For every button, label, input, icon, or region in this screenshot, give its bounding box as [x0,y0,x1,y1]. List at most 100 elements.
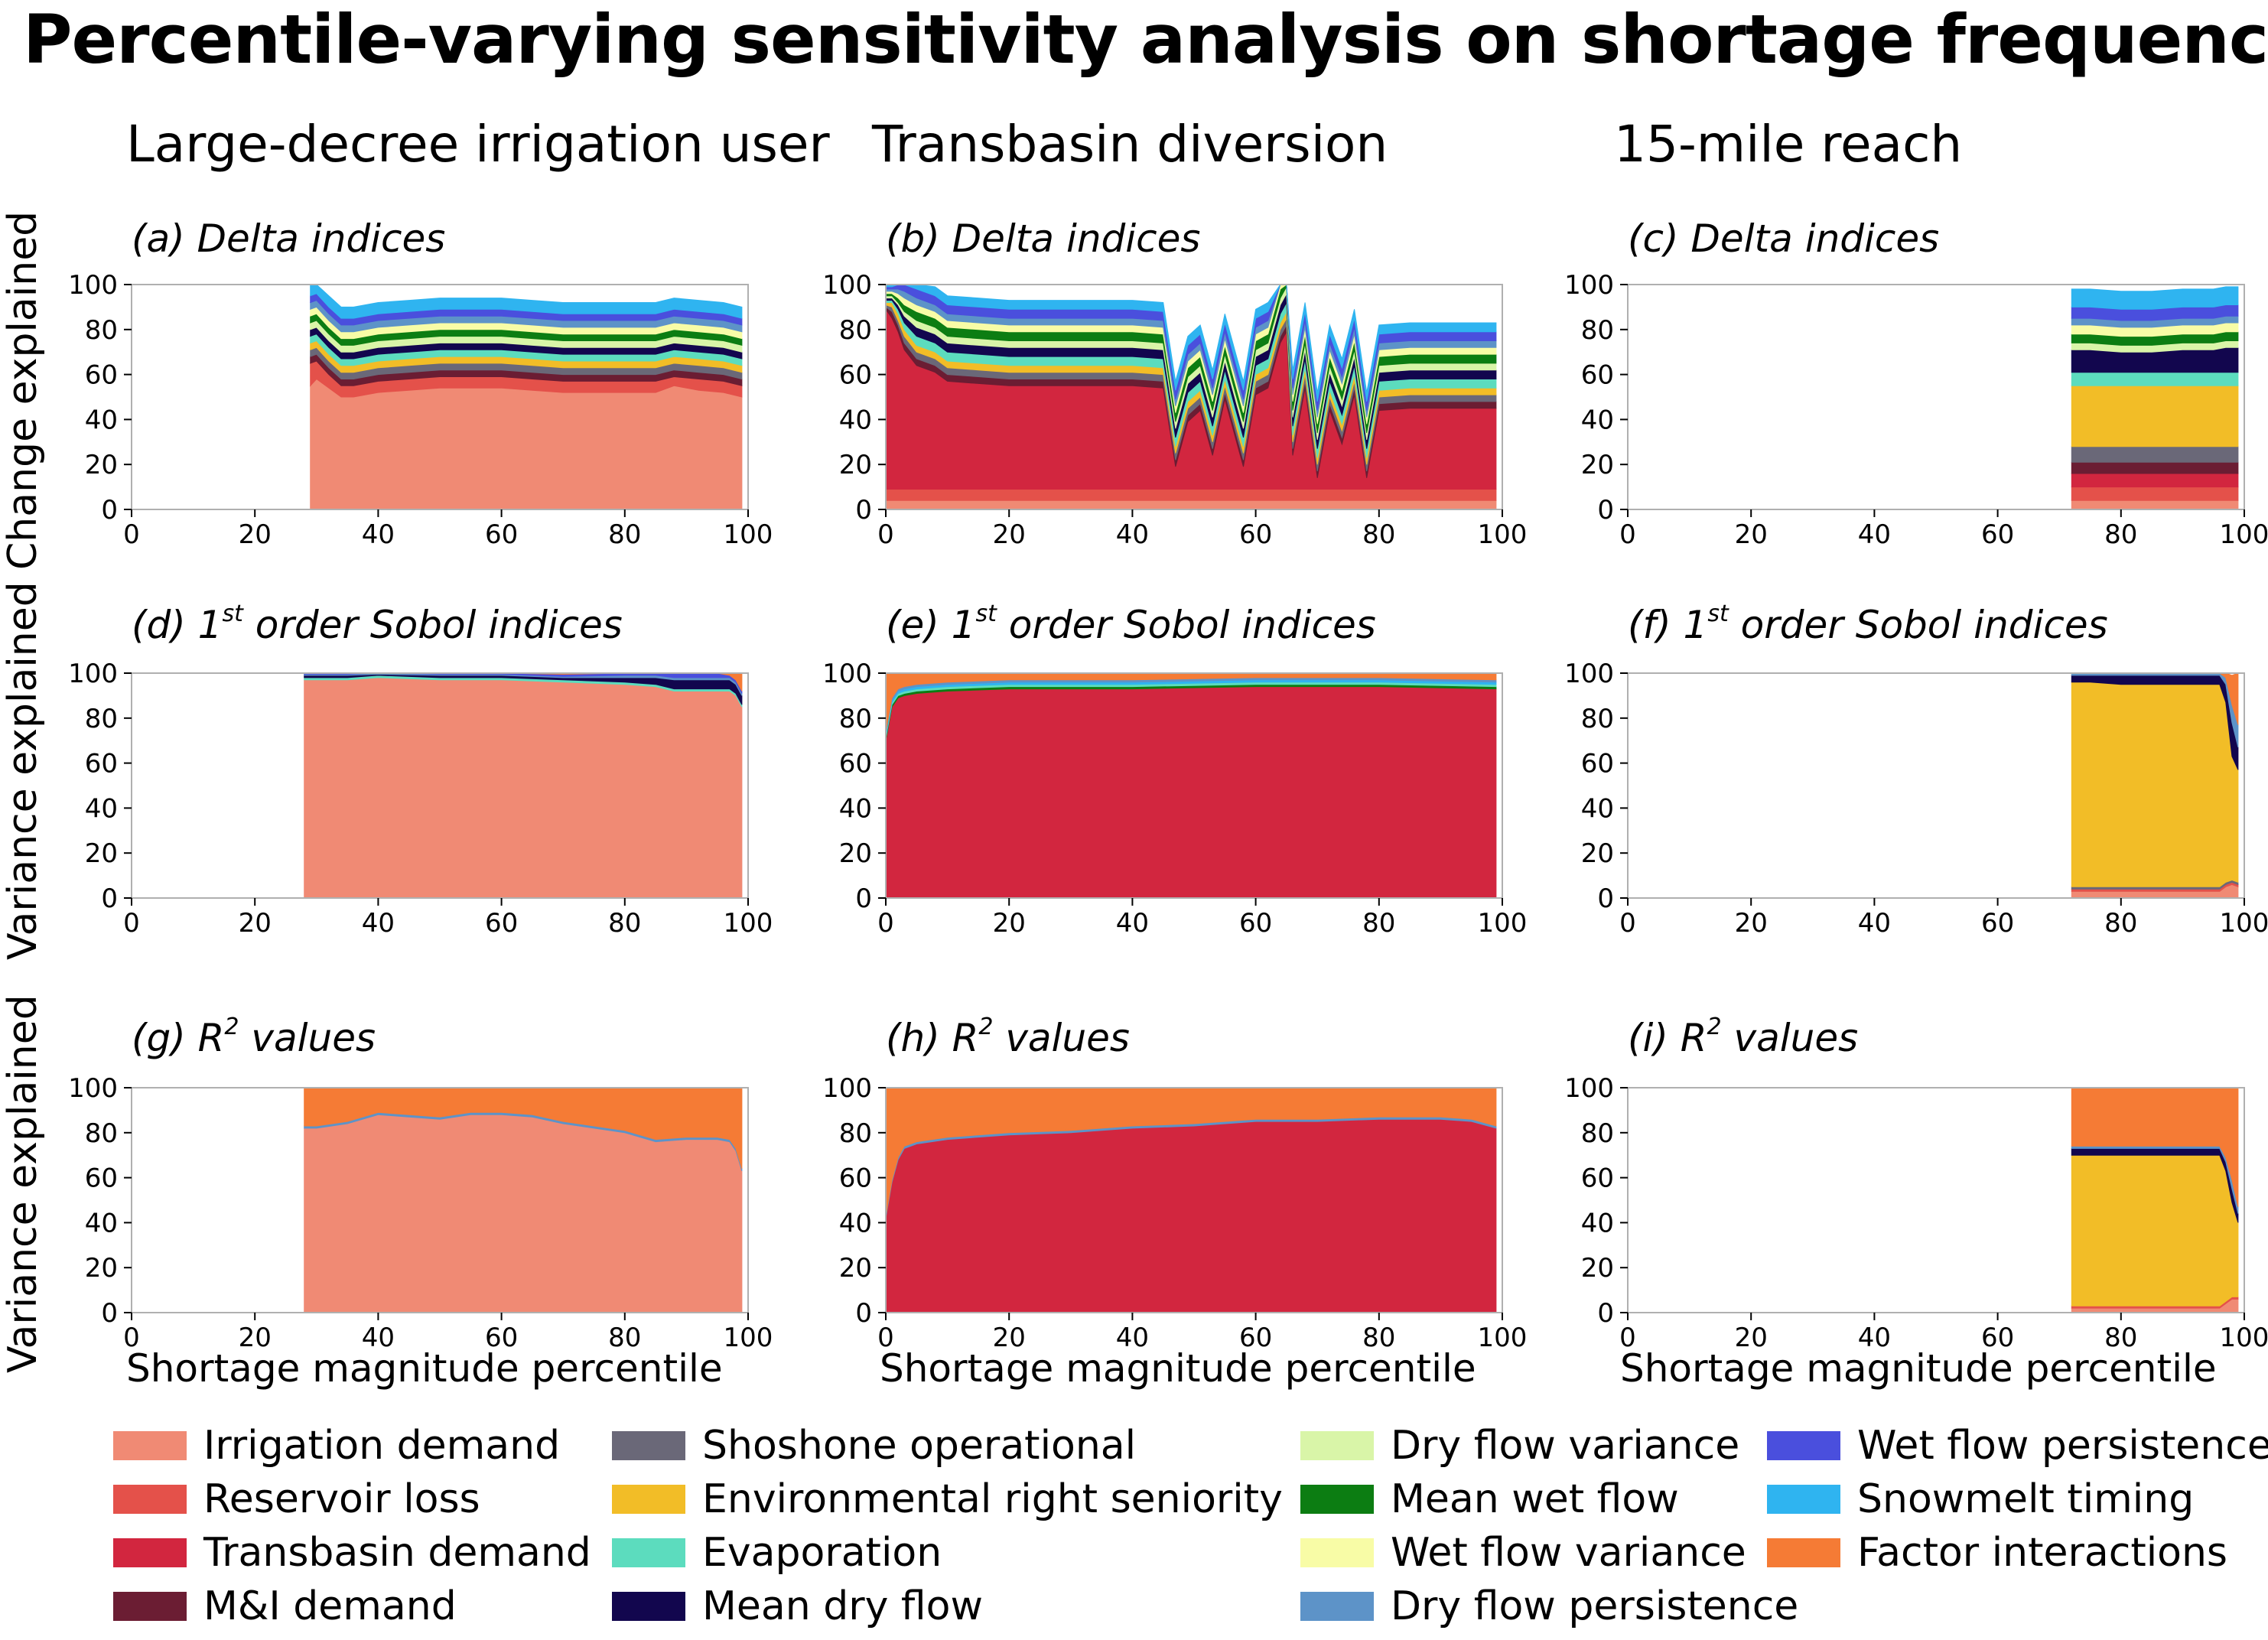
legend-item: Mean dry flow [612,1583,983,1629]
panel-b: 0 20 40 60 80 100 0 20 40 60 80 100 (b) Delta indice… [822,216,1527,550]
y-tick-label: 100 [822,659,872,689]
legend-label: Dry flow variance [1391,1423,1740,1469]
legend: Irrigation demand Reservoir loss Transba… [107,1423,2268,1637]
y-tick-label: 0 [1597,1298,1614,1329]
x-tick-label: 40 [1858,519,1891,550]
y-tick-label: 40 [839,793,872,824]
legend-swatch [113,1538,187,1567]
x-tick-label: 40 [362,908,395,939]
x-tick-label: 40 [1116,1323,1149,1353]
figure-title: Percentile-varying sensitivity analysis … [23,0,2268,79]
y-tick-label: 60 [1581,749,1614,779]
legend-item: Factor interactions [1767,1530,2227,1576]
y-tick-label: 0 [1597,495,1614,526]
x-tick-label: 40 [362,1323,395,1353]
legend-swatch [1300,1431,1374,1460]
y-tick-label: 80 [839,704,872,734]
y-tick-label: 60 [839,360,872,391]
legend-label: Shoshone operational [702,1423,1137,1469]
panel-i: 0 20 40 60 80 100 0 20 40 60 80 100 (i) R2 values [1564,1014,2268,1353]
legend-label: Wet flow variance [1391,1530,1746,1576]
legend-label: Dry flow persistence [1391,1583,1799,1629]
panel-label: (i) R2 values [1628,1014,1858,1060]
legend-item: Evaporation [612,1530,942,1576]
plot-frame [131,672,749,899]
y-tick-label: 80 [85,704,118,734]
legend-label: Irrigation demand [203,1423,561,1469]
x-tick-label: 100 [1478,1323,1528,1353]
area-shoshone-operational [2071,446,2239,463]
legend-item: Wet flow variance [1300,1530,1746,1576]
x-tick-label: 80 [2104,519,2137,550]
y-tick-label: 40 [1581,1208,1614,1238]
legend-label: Wet flow persistence [1857,1423,2268,1469]
y-tick-label: 80 [839,315,872,346]
y-tick-label: 20 [839,450,872,480]
x-tick-label: 60 [485,519,518,550]
y-tick-label: 40 [1581,405,1614,435]
plot-frame [885,672,1503,899]
legend-label: Mean wet flow [1391,1476,1679,1522]
y-tick-label: 60 [839,1163,872,1194]
area-snowmelt-timing [310,284,743,319]
x-tick-label: 20 [993,1323,1026,1353]
y-tick-label: 100 [68,1073,118,1104]
x-axis-label-1: Shortage magnitude percentile [126,1346,723,1391]
x-tick-label: 60 [485,1323,518,1353]
y-tick-label: 60 [85,749,118,779]
x-tick-label: 60 [485,908,518,939]
legend-label: Environmental right seniority [702,1476,1283,1522]
x-tick-label: 80 [1362,908,1395,939]
y-tick-label: 80 [1581,315,1614,346]
legend-label: Factor interactions [1857,1530,2228,1576]
y-tick-label: 40 [85,405,118,435]
x-tick-label: 0 [877,519,894,550]
panel-d: 0 20 40 60 80 100 0 20 40 60 80 100 (d) 1st order So… [68,600,773,939]
y-tick-label: 40 [839,1208,872,1238]
legend-swatch [612,1592,685,1621]
y-tick-label: 20 [839,1253,872,1284]
y-tick-label: 0 [101,883,118,914]
x-tick-label: 80 [608,908,641,939]
x-tick-label: 80 [608,1323,641,1353]
x-tick-label: 20 [1735,519,1768,550]
x-axis-label-3: Shortage magnitude percentile [1620,1346,2217,1391]
x-tick-label: 0 [123,1323,140,1353]
y-tick-label: 20 [85,838,118,869]
y-tick-label: 60 [1581,360,1614,391]
y-tick-label: 40 [85,1208,118,1238]
x-tick-label: 0 [877,1323,894,1353]
y-tick-label: 100 [68,270,118,301]
plot-frame [1627,1087,2245,1313]
x-tick-label: 100 [1478,908,1528,939]
area-reservoir-loss [2071,486,2239,501]
x-tick-label: 60 [1981,908,2014,939]
area-irrigation-demand [304,677,743,899]
legend-swatch [1767,1485,1840,1514]
y-tick-label: 100 [822,1073,872,1104]
legend-swatch [1767,1538,1840,1567]
plot-frame [885,1087,1503,1313]
y-tick-label: 80 [85,315,118,346]
panel-e: 0 20 40 60 80 100 0 20 40 60 80 100 (e) 1st order So… [822,600,1527,939]
area-irrigation-demand [885,499,1497,510]
legend-label: Snowmelt timing [1857,1476,2195,1522]
x-tick-label: 20 [239,519,272,550]
x-tick-label: 60 [1239,908,1272,939]
y-tick-label: 100 [1564,270,1614,301]
area-environmental-right-seniority [2071,385,2239,447]
plot-frame [131,284,749,510]
legend-swatch [1767,1431,1840,1460]
area-transbasin-demand [885,1118,1497,1313]
x-tick-label: 80 [2104,908,2137,939]
y-tick-label: 20 [1581,838,1614,869]
x-tick-label: 20 [239,1323,272,1353]
y-tick-label: 80 [1581,704,1614,734]
x-tick-label: 20 [993,519,1026,550]
legend-item: Snowmelt timing [1767,1476,2194,1522]
x-tick-label: 20 [1735,908,1768,939]
x-tick-label: 40 [1858,908,1891,939]
plot-frame [1627,284,2245,510]
column-heading-1: Large-decree irrigation user [126,115,830,174]
